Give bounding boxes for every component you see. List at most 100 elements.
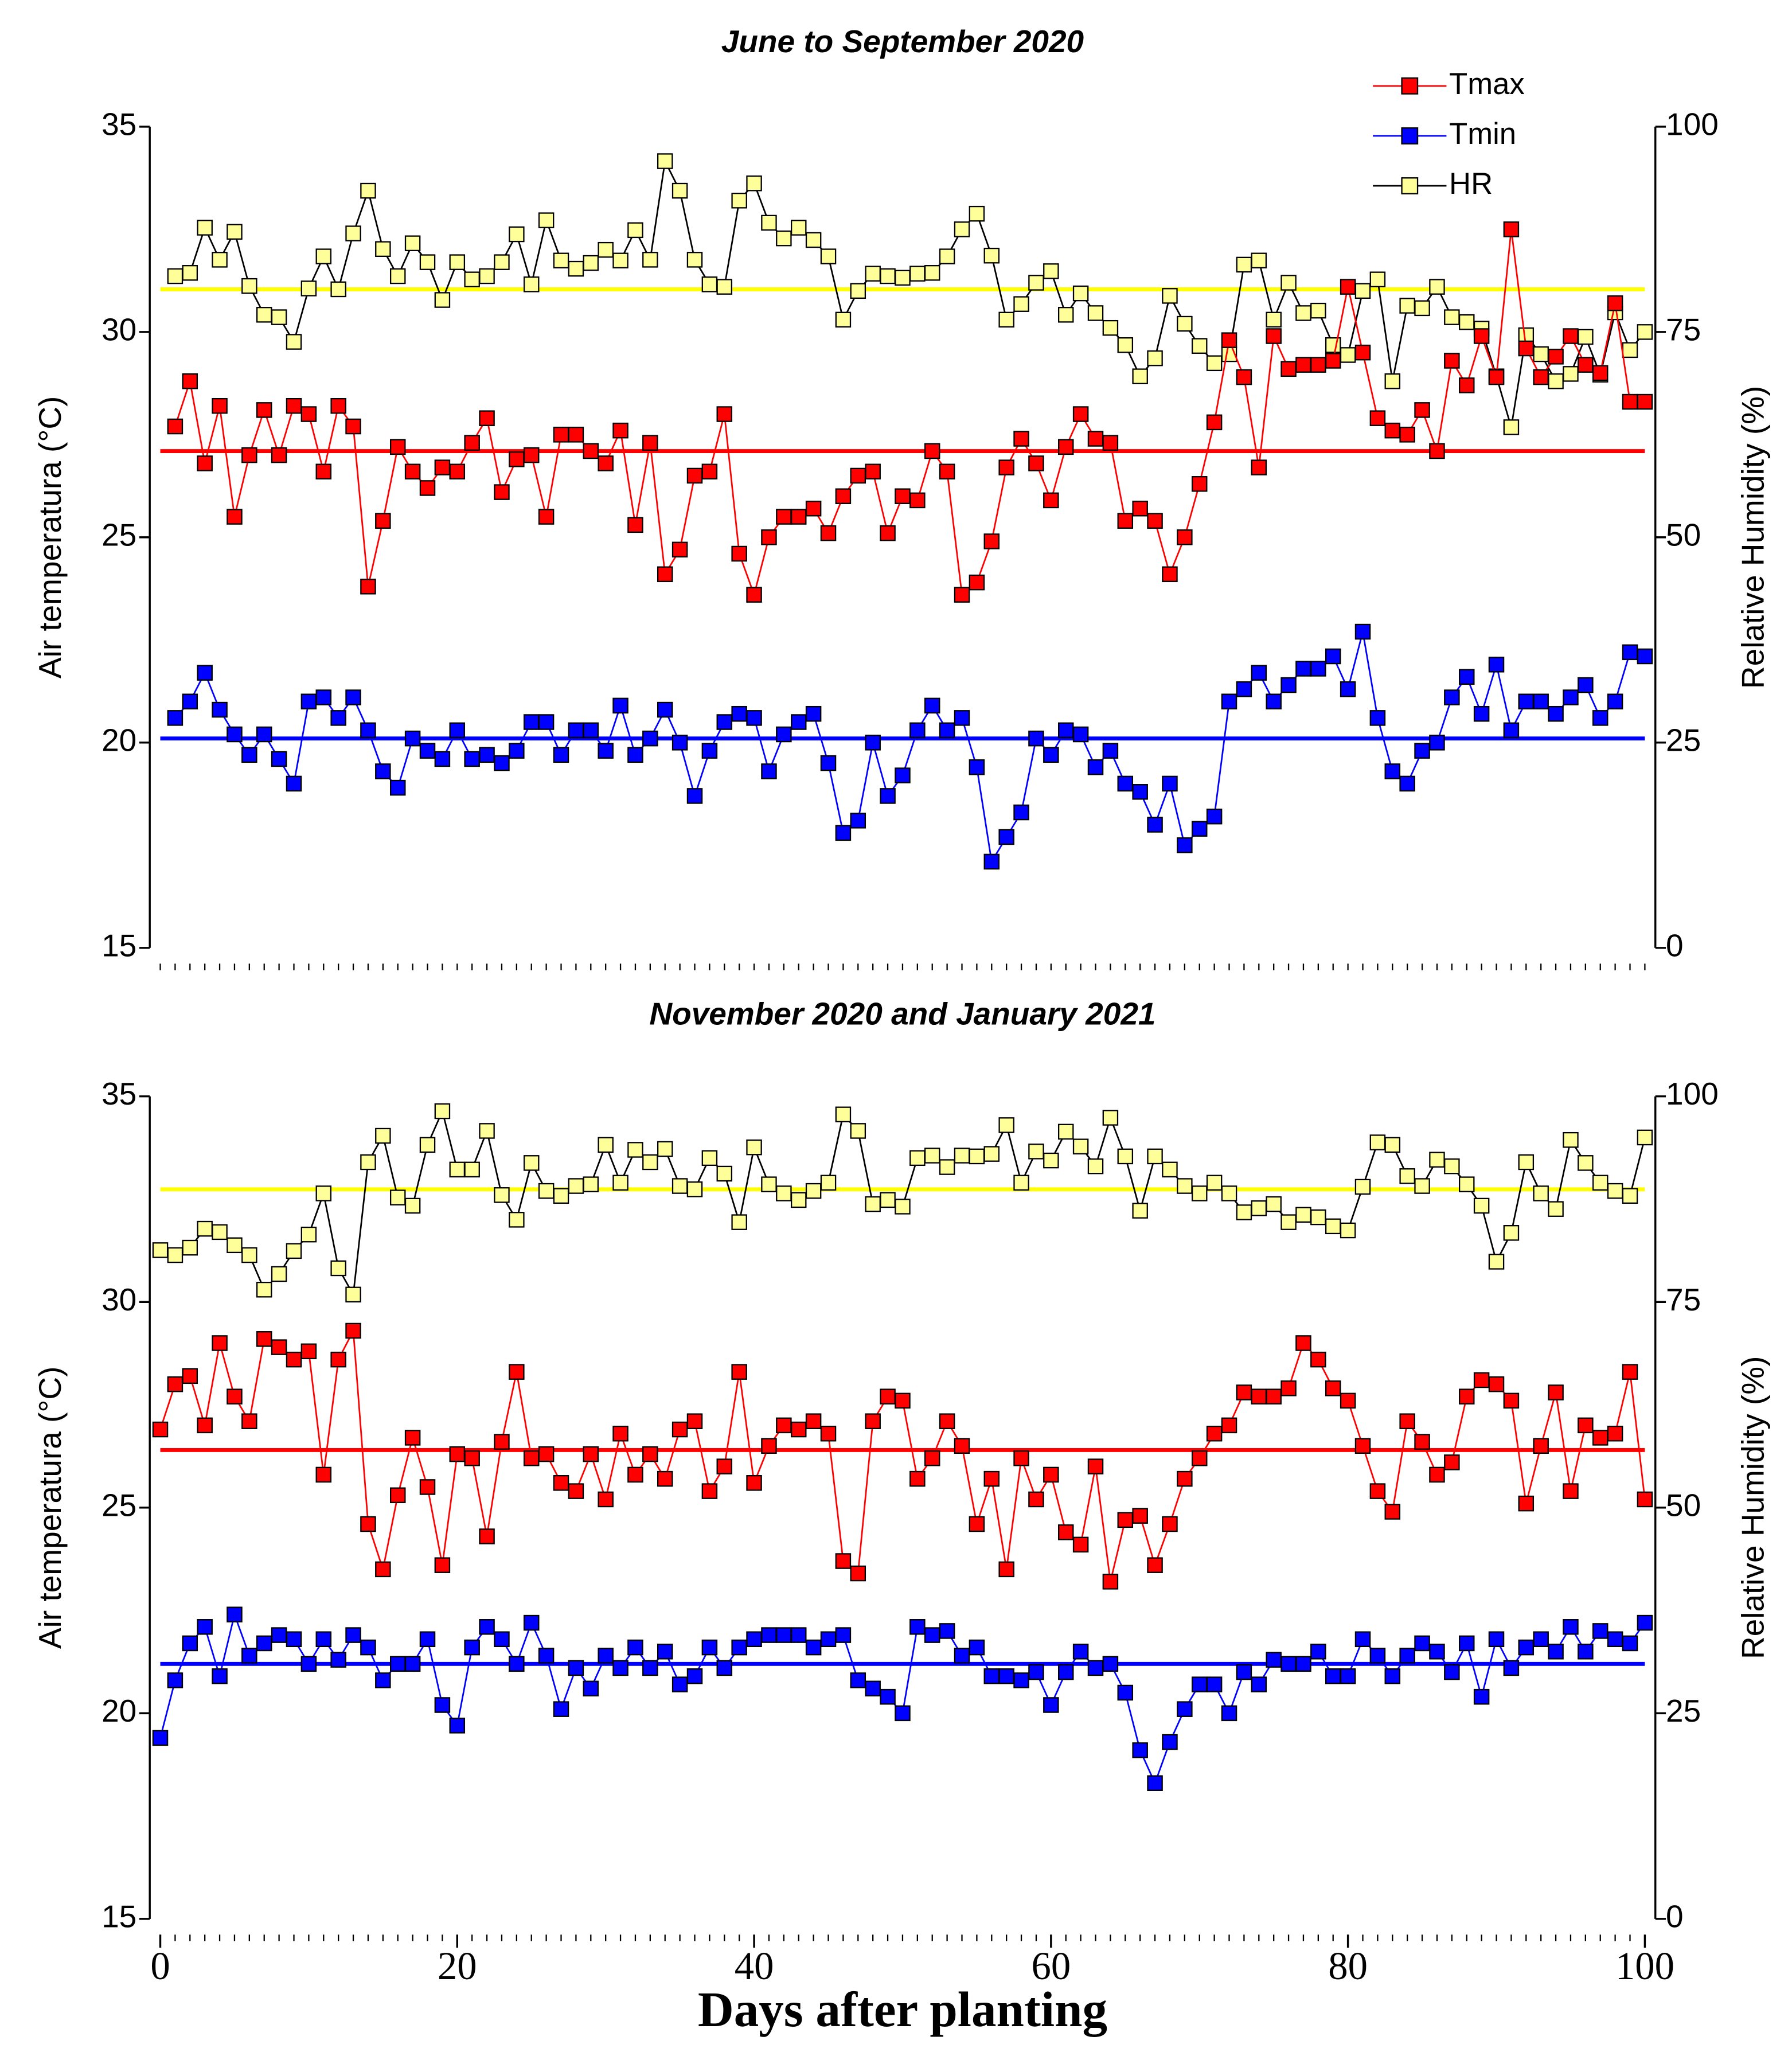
marker [1533, 1438, 1549, 1454]
marker [419, 254, 436, 270]
marker [1429, 735, 1445, 751]
marker [865, 735, 881, 751]
marker [1310, 1644, 1326, 1660]
marker [509, 451, 525, 467]
marker [1132, 783, 1148, 800]
marker [1429, 1466, 1445, 1483]
marker [494, 1187, 510, 1203]
marker [820, 1631, 837, 1648]
marker [1102, 1656, 1119, 1672]
marker [776, 509, 792, 525]
marker [671, 1421, 688, 1438]
marker [716, 279, 733, 295]
marker [909, 722, 926, 739]
marker [612, 697, 628, 714]
marker [939, 248, 955, 264]
marker [716, 1660, 733, 1676]
marker [330, 1351, 346, 1368]
marker [657, 701, 673, 718]
marker [657, 1141, 673, 1157]
marker [1087, 759, 1104, 775]
marker [167, 418, 184, 435]
marker [671, 1178, 688, 1194]
marker [731, 705, 747, 722]
marker [1266, 311, 1282, 328]
marker [790, 1627, 807, 1643]
marker [300, 1656, 317, 1672]
marker [776, 1417, 792, 1434]
marker [1251, 252, 1267, 269]
marker [315, 1466, 332, 1483]
marker [1384, 1504, 1401, 1520]
y2-tick-label: 0 [1666, 1898, 1684, 1934]
marker [1592, 710, 1608, 726]
marker [1622, 393, 1638, 410]
marker [1177, 1701, 1193, 1717]
marker [1266, 693, 1282, 709]
marker [241, 1247, 257, 1263]
marker [152, 1730, 169, 1746]
marker [1563, 1619, 1579, 1635]
marker [182, 693, 198, 709]
marker [1592, 1430, 1608, 1446]
marker [969, 574, 985, 591]
marker [494, 755, 510, 771]
marker [434, 459, 451, 475]
marker [449, 254, 466, 270]
marker [731, 1214, 747, 1230]
marker [776, 1627, 792, 1643]
marker [553, 427, 569, 443]
marker [1132, 1508, 1148, 1524]
marker [375, 1127, 391, 1144]
marker [464, 1450, 480, 1466]
marker [464, 1161, 480, 1178]
marker [731, 1639, 747, 1656]
marker [939, 722, 955, 739]
marker [1414, 743, 1430, 759]
marker [212, 1224, 228, 1240]
marker [315, 689, 332, 705]
marker [642, 1154, 658, 1171]
marker [167, 710, 184, 726]
marker [256, 1331, 272, 1347]
marker [1057, 1123, 1074, 1140]
marker [1369, 710, 1386, 726]
marker [345, 225, 361, 241]
y2-tick-label: 100 [1666, 1076, 1719, 1111]
marker [300, 1226, 317, 1243]
marker [227, 1237, 243, 1254]
marker [790, 220, 807, 236]
marker [1221, 1705, 1237, 1722]
marker [1548, 349, 1564, 365]
marker [1578, 1417, 1594, 1434]
y-tick-label: 15 [101, 927, 136, 963]
marker [1369, 410, 1386, 426]
marker [1191, 1676, 1208, 1692]
marker [1310, 1209, 1326, 1226]
marker [1266, 1652, 1282, 1668]
marker [1325, 648, 1341, 665]
marker [1637, 1129, 1653, 1146]
marker [479, 410, 495, 426]
marker [1013, 1672, 1029, 1688]
marker [657, 153, 673, 169]
marker [1488, 1376, 1505, 1392]
marker [1563, 689, 1579, 705]
marker [182, 373, 198, 389]
marker [1177, 529, 1193, 545]
y-axis-label: Air temperatura (°C) [32, 396, 68, 678]
marker [1013, 296, 1029, 312]
marker [419, 480, 436, 496]
marker [627, 517, 643, 533]
marker [1087, 1660, 1104, 1676]
marker [1072, 285, 1089, 302]
marker [256, 1281, 272, 1298]
marker [701, 1150, 718, 1166]
marker [241, 447, 257, 463]
marker [286, 1351, 302, 1368]
marker [1354, 344, 1371, 361]
marker [241, 747, 257, 763]
marker [805, 705, 822, 722]
marker [360, 579, 376, 595]
